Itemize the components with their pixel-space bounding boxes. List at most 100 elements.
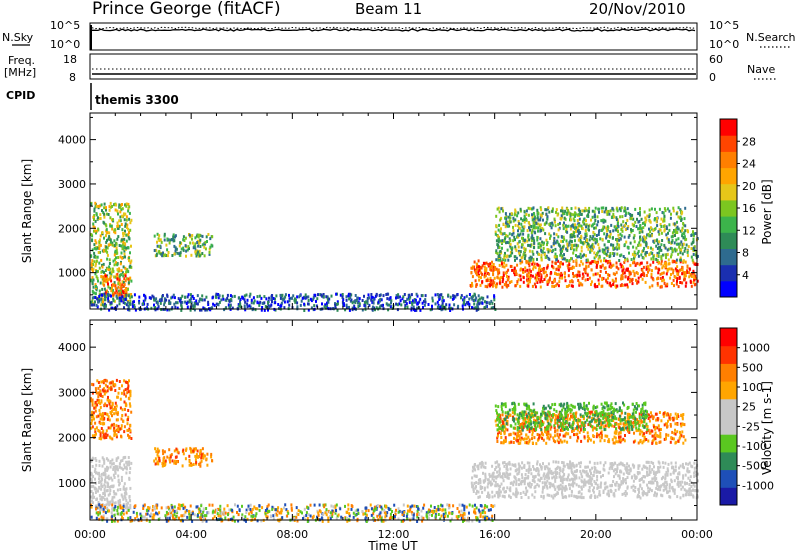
scatter-cell: [522, 280, 525, 284]
scatter-cell: [440, 304, 443, 308]
scatter-cell: [689, 273, 692, 277]
scatter-cell: [424, 300, 427, 304]
scatter-cell: [270, 297, 273, 300]
scatter-cell: [157, 237, 160, 241]
scatter-cell: [461, 503, 464, 507]
scatter-cell: [667, 258, 670, 262]
scatter-cell: [495, 224, 498, 228]
scatter-cell: [212, 517, 214, 521]
scatter-cell: [676, 225, 679, 229]
scatter-cell: [97, 279, 99, 283]
scatter-cell: [212, 302, 215, 306]
scatter-cell: [585, 219, 587, 223]
scatter-cell: [211, 235, 214, 239]
scatter-cell: [188, 233, 191, 237]
scatter-cell: [115, 261, 118, 265]
scatter-cell: [683, 273, 686, 277]
scatter-cell: [128, 259, 130, 263]
scatter-cell: [99, 431, 102, 435]
scatter-cell: [650, 251, 653, 255]
scatter-cell: [118, 278, 121, 282]
scatter-cell: [177, 506, 180, 510]
scatter-cell: [532, 221, 535, 225]
scatter-cell: [609, 262, 612, 266]
scatter-cell: [95, 285, 97, 288]
scatter-cell: [307, 513, 310, 517]
scatter-cell: [620, 265, 623, 269]
scatter-cell: [543, 241, 545, 245]
scatter-cell: [616, 242, 619, 246]
scatter-cell: [576, 226, 579, 230]
scatter-cell: [152, 505, 154, 508]
scatter-cell: [400, 303, 403, 307]
scatter-cell: [191, 519, 194, 523]
scatter-cell: [91, 282, 94, 286]
scatter-cell: [127, 277, 130, 281]
scatter-cell: [619, 284, 622, 288]
scatter-cell: [91, 410, 94, 414]
nsearch-tick-top: 10^5: [709, 19, 739, 32]
scatter-cell: [637, 280, 640, 284]
scatter-cell: [488, 272, 491, 276]
scatter-cell: [191, 234, 194, 237]
scatter-cell: [471, 306, 473, 310]
scatter-cell: [554, 261, 557, 265]
scatter-cell: [106, 465, 108, 469]
scatter-cell: [434, 302, 437, 306]
scatter-cell: [501, 239, 504, 243]
scatter-cell: [622, 220, 625, 224]
scatter-cell: [642, 271, 645, 275]
scatter-cell: [553, 285, 556, 288]
scatter-cell: [91, 474, 94, 478]
scatter-cell: [353, 306, 356, 310]
scatter-cell: [576, 255, 579, 259]
scatter-cell: [110, 240, 112, 244]
scatter-cell: [324, 511, 327, 515]
scatter-cell: [246, 298, 249, 302]
scatter-cell: [188, 512, 191, 516]
scatter-cell: [645, 251, 648, 254]
scatter-cell: [584, 235, 587, 239]
scatter-cell: [672, 222, 675, 226]
scatter-cell: [425, 511, 428, 515]
scatter-cell: [531, 250, 534, 254]
scatter-cell: [548, 210, 551, 214]
scatter-cell: [614, 468, 617, 472]
scatter-cell: [448, 503, 451, 507]
scatter-cell: [626, 476, 629, 479]
scatter-cell: [519, 209, 522, 213]
scatter-cell: [103, 387, 106, 391]
scatter-cell: [533, 224, 536, 228]
scatter-cell: [91, 418, 93, 422]
scatter-cell: [577, 238, 580, 242]
scatter-cell: [518, 222, 521, 226]
scatter-cell: [536, 238, 539, 242]
scatter-cell: [508, 221, 511, 225]
scatter-cell: [681, 268, 684, 272]
beam-title: Beam 11: [355, 0, 422, 18]
scatter-cell: [105, 379, 108, 383]
scatter-cell: [547, 206, 550, 210]
scatter-cell: [523, 257, 526, 260]
scatter-cell: [129, 466, 132, 470]
scatter-cell: [491, 505, 494, 508]
scatter-cell: [128, 237, 131, 241]
scatter-cell: [559, 217, 562, 220]
scatter-cell: [92, 501, 94, 505]
scatter-cell: [111, 458, 114, 462]
scatter-cell: [636, 261, 639, 265]
scatter-cell: [192, 304, 194, 308]
scatter-cell: [149, 514, 152, 518]
scatter-cell: [205, 519, 208, 523]
scatter-cell: [112, 297, 115, 301]
scatter-cell: [274, 308, 277, 312]
scatter-cell: [615, 238, 618, 241]
scatter-cell: [431, 304, 433, 308]
scatter-cell: [540, 253, 543, 257]
scatter-cell: [480, 266, 483, 270]
scatter-cell: [460, 516, 463, 520]
scatter-cell: [100, 258, 103, 262]
scatter-cell: [138, 295, 141, 299]
scatter-cell: [429, 308, 432, 312]
scatter-cell: [375, 293, 378, 297]
